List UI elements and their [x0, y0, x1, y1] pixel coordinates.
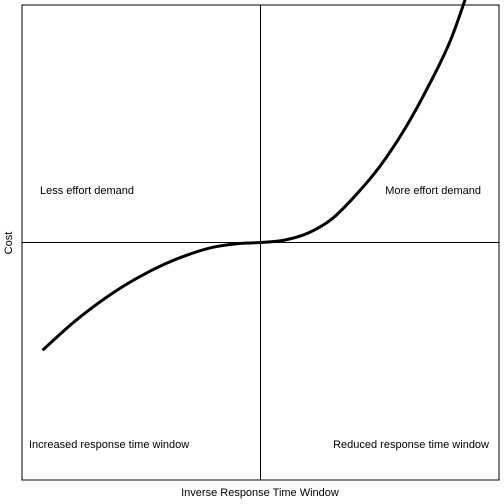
x-axis-label: Inverse Response Time Window — [181, 487, 339, 499]
cost-curve-line — [42, 0, 467, 351]
annotation-top-right: More effort demand — [385, 185, 481, 197]
annotation-bottom-right: Reduced response time window — [333, 439, 489, 451]
annotation-top-left: Less effort demand — [40, 185, 134, 197]
annotation-bottom-left: Increased response time window — [29, 439, 189, 451]
y-axis-label: Cost — [3, 232, 15, 255]
